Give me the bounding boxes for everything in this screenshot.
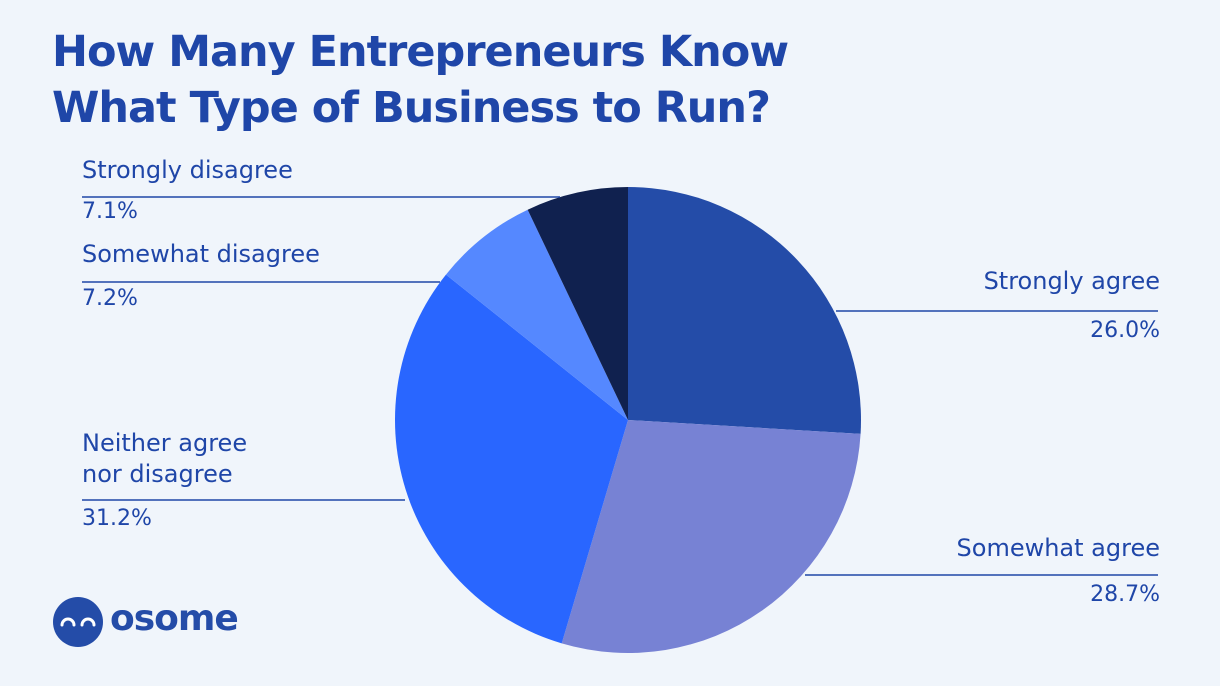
logo: osome bbox=[110, 598, 239, 639]
legend-label: Strongly agree bbox=[983, 267, 1160, 295]
legend-label: Somewhat disagree bbox=[82, 240, 320, 268]
legend-label: Strongly disagree bbox=[82, 156, 293, 184]
pie-slice bbox=[561, 420, 861, 653]
pie-slice bbox=[394, 274, 628, 644]
legend-label: Somewhat agree bbox=[956, 534, 1160, 562]
value-label: 28.7% bbox=[1090, 582, 1160, 607]
pie-slice bbox=[445, 209, 628, 420]
pie-slice bbox=[628, 187, 861, 434]
legend-label: Neither agree nor disagree bbox=[82, 429, 248, 488]
value-label: 7.2% bbox=[82, 286, 138, 311]
value-label: 31.2% bbox=[82, 506, 152, 531]
pie-slice bbox=[527, 187, 628, 420]
logo-icon bbox=[53, 597, 103, 647]
value-label: 26.0% bbox=[1090, 318, 1160, 343]
chart-title: How Many Entrepreneurs Know What Type of… bbox=[52, 27, 789, 133]
value-label: 7.1% bbox=[82, 199, 138, 224]
